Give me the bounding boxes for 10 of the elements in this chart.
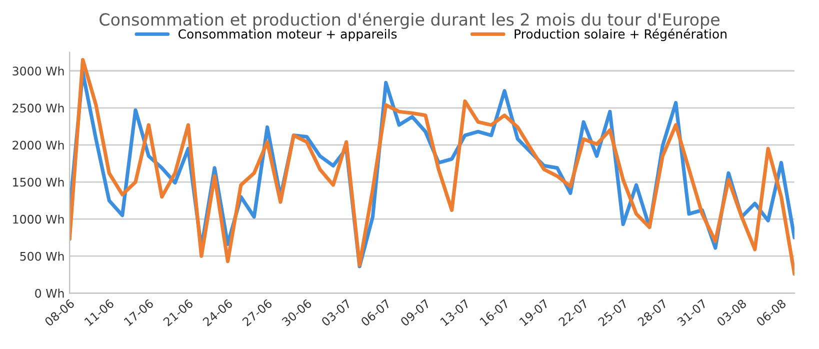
- y-tick-label: 3000 Wh: [12, 66, 64, 76]
- y-tick-label: 2000 Wh: [12, 140, 64, 150]
- y-tick-label: 1000 Wh: [13, 214, 64, 224]
- y-tick-label: 0 Wh: [35, 288, 64, 298]
- y-tick-label: 500 Wh: [20, 252, 64, 261]
- legend-label: Production solaire + Régénération: [514, 28, 726, 42]
- y-tick-label: 1500 Wh: [13, 178, 64, 187]
- legend-label: Consommation moteur + appareils: [178, 29, 397, 42]
- y-tick-label: 2500 Wh: [12, 103, 64, 113]
- chart-title: Consommation et production d'énergie durant les 2 mois du tour d'Europe: [100, 12, 720, 30]
